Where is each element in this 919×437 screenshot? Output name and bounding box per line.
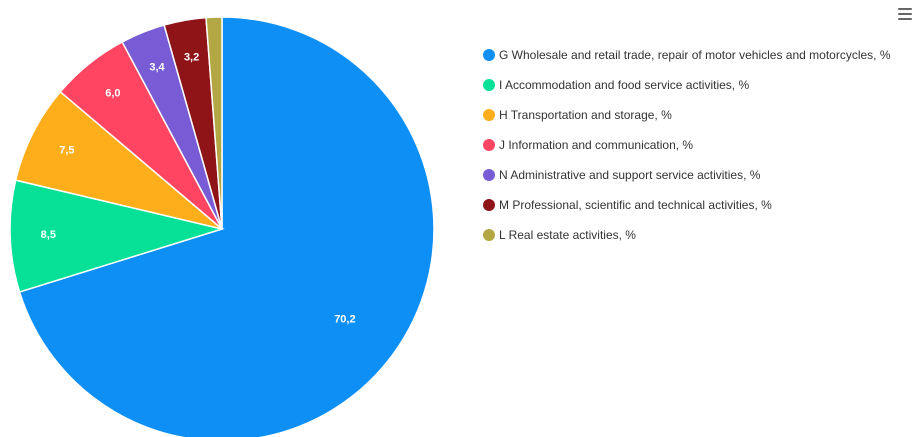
legend-label: J Information and communication, % (499, 138, 694, 152)
data-label-5: 3,4 (149, 62, 165, 74)
legend-item-7[interactable]: L Real estate activities, % (483, 220, 891, 250)
legend-label: L Real estate activities, % (499, 228, 636, 242)
legend-item-4[interactable]: J Information and communication, % (483, 130, 891, 160)
legend: G Wholesale and retail trade, repair of … (483, 40, 891, 250)
data-label-4: 6,0 (105, 88, 120, 100)
pie-slice-3[interactable] (14, 90, 223, 230)
hamburger-menu-icon[interactable] (898, 8, 912, 20)
legend-marker-icon (483, 199, 495, 211)
legend-marker-icon (483, 79, 495, 91)
legend-marker-icon (483, 109, 495, 121)
legend-item-5[interactable]: N Administrative and support service act… (483, 160, 891, 190)
data-label-6: 3,2 (184, 52, 199, 64)
legend-label: N Administrative and support service act… (499, 168, 761, 182)
pie-slice-1[interactable] (18, 16, 435, 437)
legend-marker-icon (483, 229, 495, 241)
data-label-2: 8,5 (41, 229, 56, 241)
legend-item-1[interactable]: G Wholesale and retail trade, repair of … (483, 40, 891, 70)
legend-marker-icon (483, 139, 495, 151)
pie-slice-7[interactable] (205, 16, 223, 230)
legend-marker-icon (483, 49, 495, 61)
legend-label: G Wholesale and retail trade, repair of … (499, 48, 891, 62)
data-label-1: 70,2 (334, 313, 355, 325)
pie-slice-2[interactable] (9, 179, 225, 293)
data-label-3: 7,5 (59, 145, 74, 157)
legend-item-6[interactable]: M Professional, scientific and technical… (483, 190, 891, 220)
legend-label: M Professional, scientific and technical… (499, 198, 772, 212)
legend-item-3[interactable]: H Transportation and storage, % (483, 100, 891, 130)
legend-marker-icon (483, 169, 495, 181)
legend-label: H Transportation and storage, % (499, 108, 672, 122)
legend-item-2[interactable]: I Accommodation and food service activit… (483, 70, 891, 100)
legend-label: I Accommodation and food service activit… (499, 78, 750, 92)
